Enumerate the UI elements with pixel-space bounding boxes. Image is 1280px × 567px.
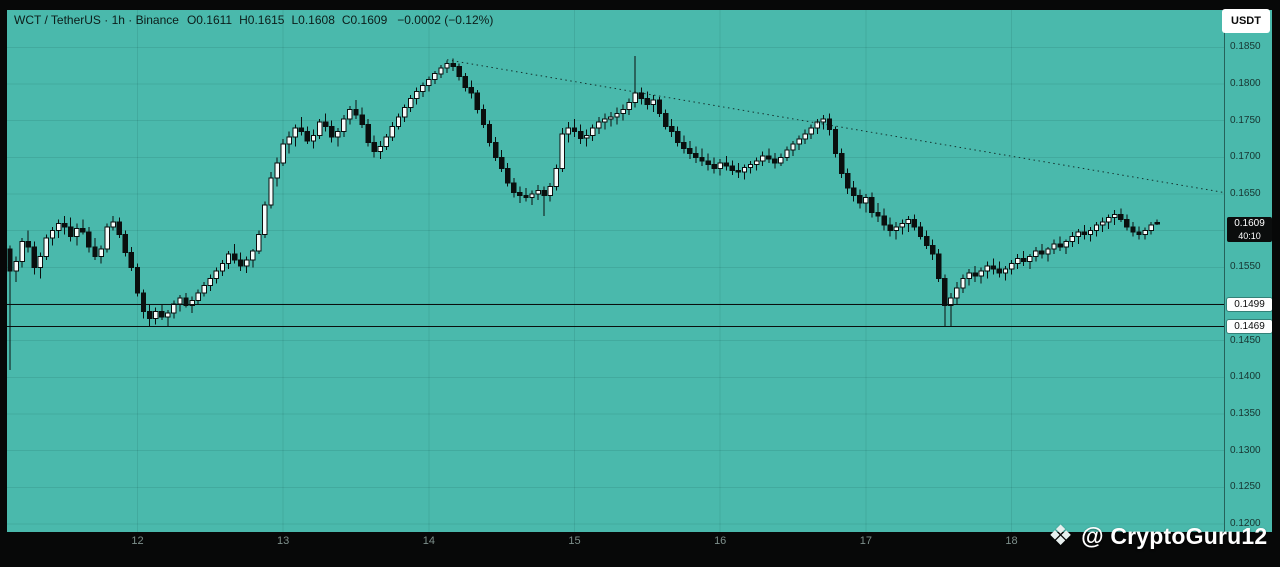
time-tick-label: 12 — [131, 535, 144, 547]
ohlc-legend: WCT / TetherUS · 1h · Binance O0.1611 H0… — [14, 13, 493, 27]
current-price-text: 0.1609 — [1234, 218, 1265, 230]
time-tick-label: 16 — [714, 535, 727, 547]
price-tick-label: 0.1650 — [1230, 187, 1261, 199]
price-tick-label: 0.1550 — [1230, 261, 1261, 273]
price-tick-label: 0.1700 — [1230, 151, 1261, 163]
price-tick-label: 0.1250 — [1230, 481, 1261, 493]
change-value: −0.0002 (−0.12%) — [397, 13, 494, 27]
symbol-title[interactable]: WCT / TetherUS · 1h · Binance — [14, 13, 179, 27]
watermark: ❖ @ CryptoGuru12 — [1048, 522, 1267, 550]
price-tick-label: 0.1400 — [1230, 371, 1261, 383]
watermark-handle: @ CryptoGuru12 — [1081, 522, 1268, 549]
time-tick-label: 14 — [422, 535, 435, 547]
close-value: C0.1609 — [341, 13, 388, 27]
time-tick-label: 13 — [277, 535, 290, 547]
currency-toggle-button[interactable]: USDT — [1222, 9, 1270, 33]
support-level-badge: 0.1499 — [1227, 297, 1272, 311]
price-tick-label: 0.1200 — [1230, 517, 1261, 529]
price-scale[interactable]: 0.1609 40:10 0.1499 0.1469 0.1850 0.1800 0… — [1224, 10, 1273, 532]
current-price-badge: 0.1609 40:10 — [1227, 217, 1272, 243]
support-level-badge: 0.1469 — [1227, 319, 1272, 333]
open-value: O0.1611 — [186, 13, 233, 27]
candles-layer — [7, 56, 1160, 370]
time-tick-label: 17 — [859, 535, 872, 547]
high-value: H0.1615 — [239, 13, 285, 27]
candle-countdown: 40:10 — [1238, 231, 1261, 242]
price-tick-label: 0.1350 — [1230, 407, 1261, 419]
time-scale[interactable]: 12 13 14 15 16 17 18 — [7, 532, 1224, 554]
descending-trendline[interactable] — [446, 59, 1225, 193]
price-tick-label: 0.1450 — [1230, 334, 1261, 346]
low-value: L0.1608 — [291, 13, 335, 27]
time-tick-label: 15 — [568, 535, 581, 547]
price-tick-label: 0.1300 — [1230, 444, 1261, 456]
time-tick-label: 18 — [1005, 535, 1018, 547]
diamond-logo-icon: ❖ — [1048, 520, 1074, 551]
price-tick-label: 0.1800 — [1230, 78, 1261, 89]
price-tick-label: 0.1850 — [1230, 41, 1261, 53]
price-tick-label: 0.1750 — [1230, 114, 1261, 126]
